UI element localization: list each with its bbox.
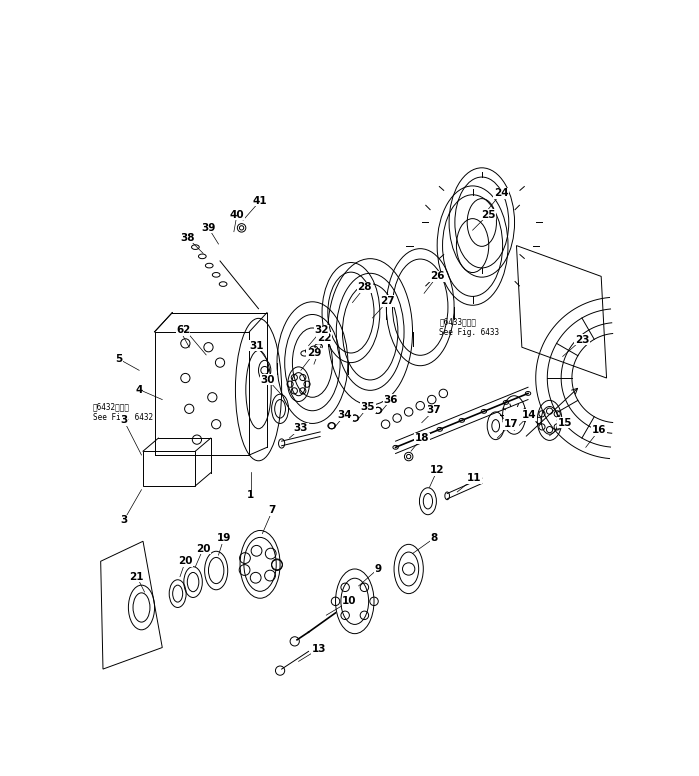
Text: 18: 18 [415,433,429,443]
Text: 22: 22 [317,333,331,343]
Text: 15: 15 [558,417,572,428]
Text: 31: 31 [250,341,264,351]
Text: 8: 8 [431,533,438,543]
Text: 36: 36 [384,394,398,404]
Text: 39: 39 [201,223,216,233]
Text: 20: 20 [196,544,210,554]
Text: 38: 38 [180,233,195,243]
Text: 32: 32 [315,325,329,335]
Text: 5: 5 [115,354,122,364]
Text: 第6432図参照
See Fig. 6432: 第6432図参照 See Fig. 6432 [93,402,153,421]
Text: 40: 40 [230,210,244,220]
Text: 28: 28 [357,282,372,292]
Text: 13: 13 [311,644,326,654]
Text: 第6433図参照
See Fig. 6433: 第6433図参照 See Fig. 6433 [440,317,500,337]
Text: 20: 20 [178,556,193,566]
Text: 37: 37 [427,405,441,415]
Text: 25: 25 [481,210,495,220]
Text: 9: 9 [374,564,382,574]
Text: 11: 11 [467,473,482,483]
Text: 7: 7 [268,505,276,515]
Bar [143,451,196,486]
Text: 33: 33 [294,423,308,433]
Text: 3: 3 [120,415,127,425]
Text: 3: 3 [120,515,127,525]
Text: 4: 4 [136,385,143,394]
Text: 35: 35 [361,402,375,412]
Text: 21: 21 [129,572,144,582]
Text: 30: 30 [261,375,275,385]
Text: 17: 17 [504,419,519,429]
Text: 27: 27 [380,296,395,306]
Text: 23: 23 [575,334,589,345]
Text: 1: 1 [247,490,254,500]
Text: 26: 26 [430,272,445,282]
Text: 10: 10 [342,596,356,606]
Text: 2: 2 [182,325,189,335]
Text: 24: 24 [493,189,508,198]
Text: 41: 41 [253,196,268,206]
Text: 34: 34 [338,410,352,420]
Text: 29: 29 [307,348,321,359]
Text: 19: 19 [217,533,231,543]
Text: 16: 16 [591,425,606,435]
Text: 14: 14 [522,410,537,420]
Text: 6: 6 [176,325,184,335]
Text: 12: 12 [430,466,445,476]
